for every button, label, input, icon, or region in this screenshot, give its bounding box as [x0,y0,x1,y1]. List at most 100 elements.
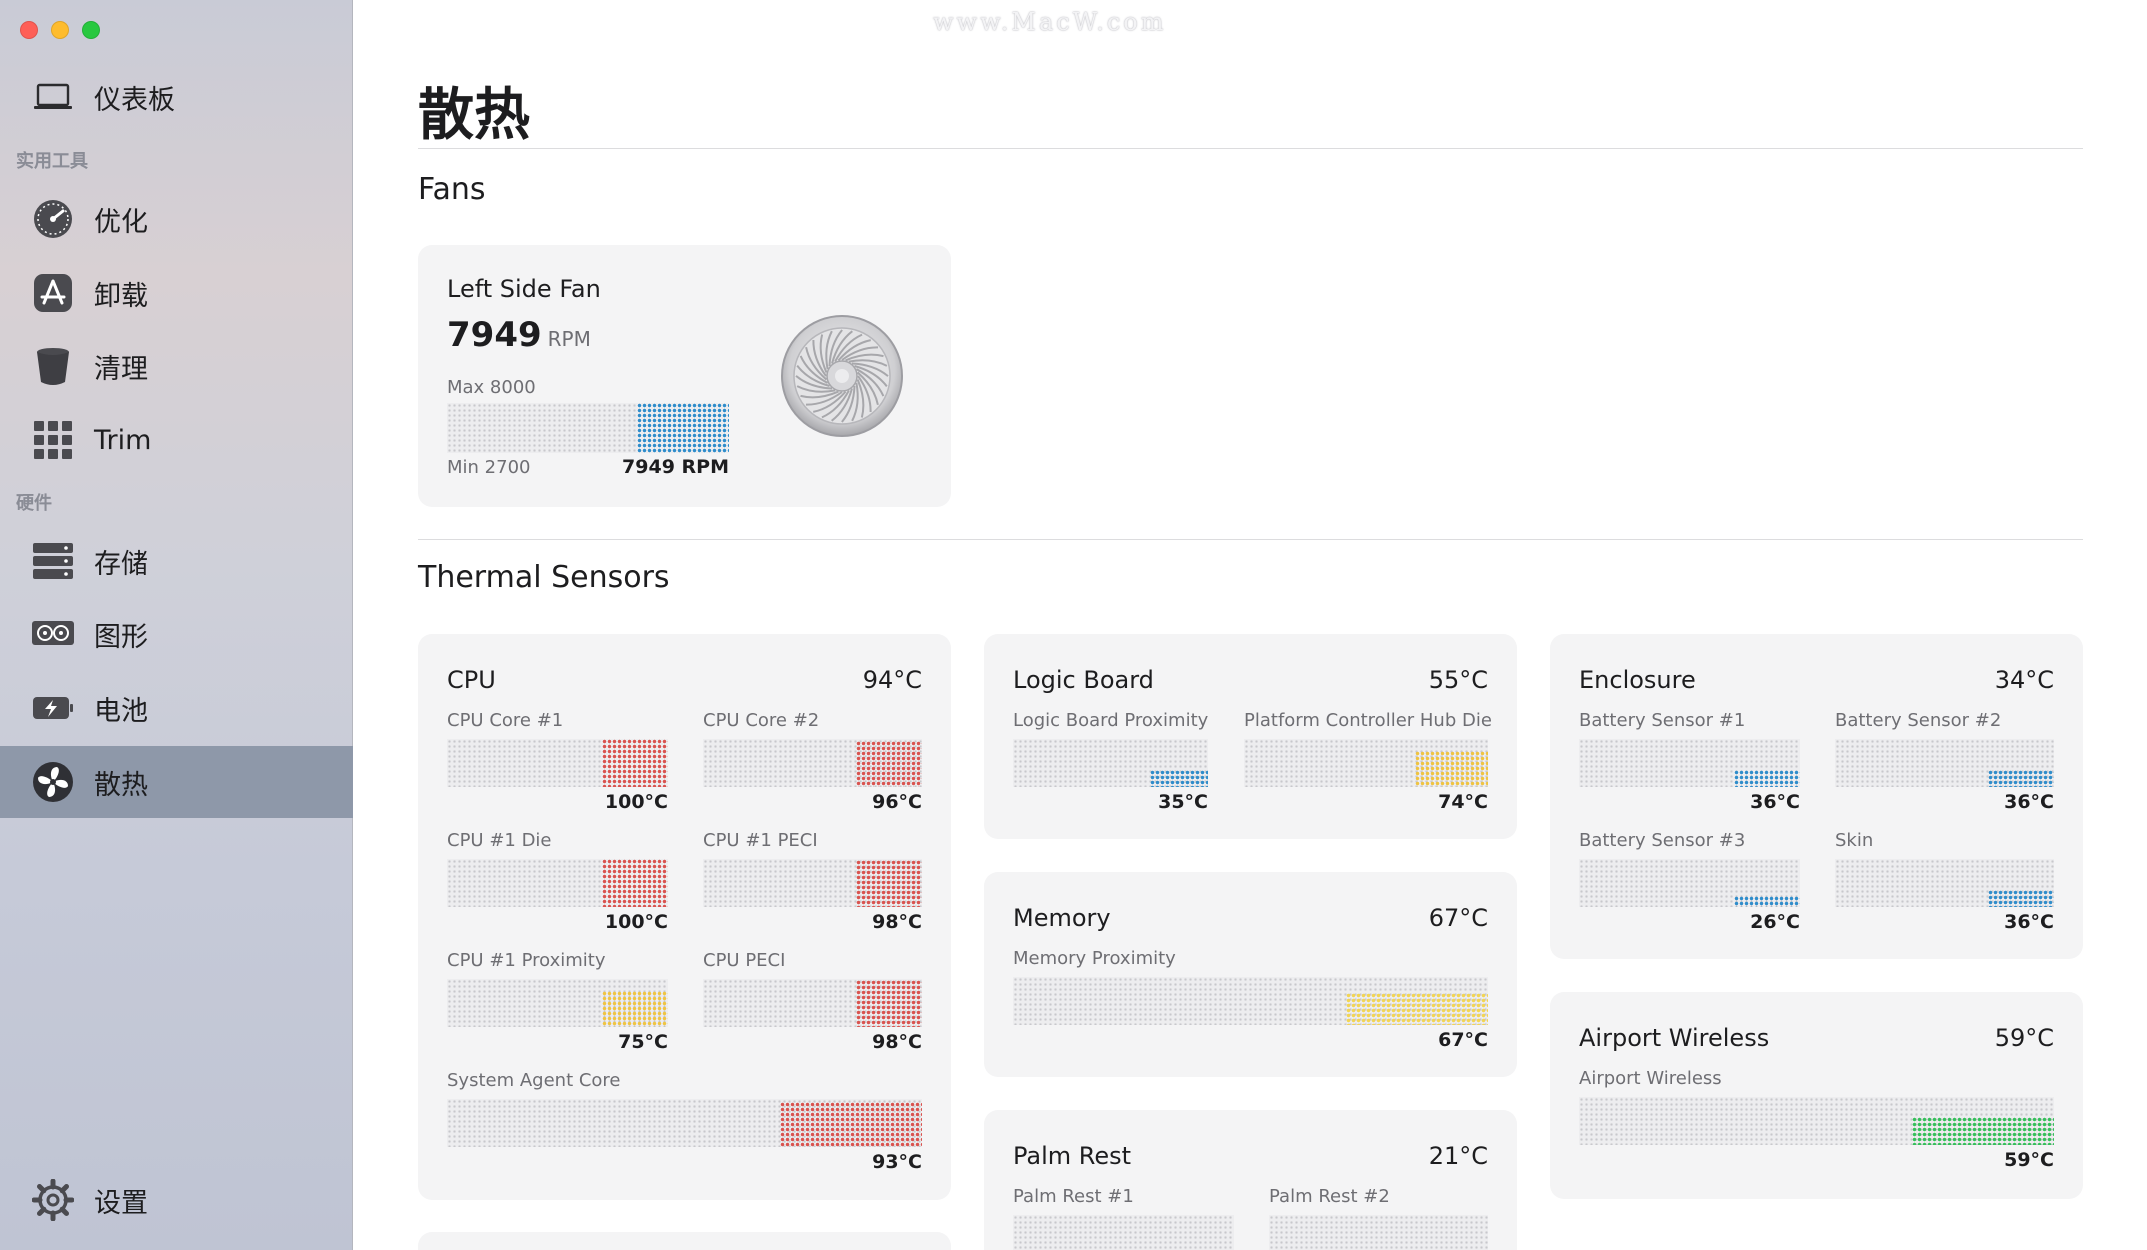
sidebar-item-label: 散热 [94,769,148,801]
sidebar-item-label: 仪表板 [94,84,175,116]
card-title: Enclosure [1579,666,1696,694]
sensor-name: Skin [1835,830,1874,851]
sensor-value: 36°C [2004,911,2054,933]
fan-name: Left Side Fan [447,275,601,303]
sensor-level-bar [1013,739,1208,787]
sensor-level-fill [1733,769,1800,787]
sensor-level-bar [1579,1097,2054,1145]
fan-icon [32,761,74,803]
sidebar-item-optimize[interactable]: 优化 [0,183,353,255]
watermark: www.MacW.com [933,8,1167,36]
card-title: CPU [447,666,496,694]
sidebar-item-cooling[interactable]: 散热 [0,746,353,818]
sensor-cpu-1-die: CPU #1 Die 100°C [447,830,668,933]
sensor-platform-controller-hub-die: Platform Controller Hub Die 74°C [1244,710,1492,813]
fan-current-label: 7949 RPM [622,456,729,478]
maximize-window-button[interactable] [82,21,100,39]
sensor-value: 67°C [1438,1029,1488,1051]
sidebar-item-settings[interactable]: 设置 [0,1164,353,1236]
sensor-system-agent-core: System Agent Core 93°C [447,1070,922,1173]
sensor-cpu-peci: CPU PECI 98°C [703,950,922,1053]
graphics-card-icon [32,613,74,655]
sensor-skin: Skin 36°C [1835,830,2054,933]
sensor-name: System Agent Core [447,1070,621,1091]
sensor-level-bar [1579,859,1800,907]
sensor-level-fill [1345,992,1488,1025]
fan-rpm-readout: 7949 RPM [447,315,591,355]
sensor-name: CPU PECI [703,950,786,971]
card-temperature: 94°C [862,666,922,694]
sensor-level-bar [1013,977,1488,1025]
fan-speed-fill [636,403,729,453]
sensor-level-fill [601,859,668,907]
sidebar-item-dashboard[interactable]: 仪表板 [0,61,353,133]
sensor-level-fill [856,740,922,787]
sidebar-item-graphics[interactable]: 图形 [0,598,353,670]
sidebar-item-clean[interactable]: 清理 [0,330,353,402]
sensor-level-bar [1579,739,1800,787]
sensor-cpu-1-proximity: CPU #1 Proximity 75°C [447,950,668,1053]
fans-section-title: Fans [418,172,486,207]
sensor-value: 35°C [1158,791,1208,813]
sensor-value: 36°C [2004,791,2054,813]
card-temperature: 59°C [1994,1024,2054,1052]
sensor-name: Battery Sensor #1 [1579,710,1746,731]
sensor-name: Palm Rest #1 [1013,1186,1134,1207]
logic-board-sensor-card: Logic Board 55°C Logic Board Proximity 35… [984,634,1517,839]
fan-speed-bar [447,403,729,453]
battery-icon [32,687,74,729]
sensor-name: Battery Sensor #3 [1579,830,1746,851]
sidebar-item-label: 优化 [94,206,148,238]
sensor-level-bar [447,859,668,907]
sidebar-section-hardware: 硬件 [16,493,52,514]
sidebar-item-uninstall[interactable]: 卸载 [0,257,353,329]
card-temperature: 21°C [1428,1142,1488,1170]
sensor-cpu-core-2: CPU Core #2 96°C [703,710,922,813]
sensor-value: 96°C [872,791,922,813]
sensor-memory-proximity: Memory Proximity 67°C [1013,948,1488,1051]
sensor-level-fill [1733,896,1800,907]
sensor-name: Airport Wireless [1579,1068,1722,1089]
sidebar-item-label: 清理 [94,353,148,385]
sensor-level-bar [1835,859,2054,907]
sidebar-item-trim[interactable]: Trim [0,404,353,476]
trash-bin-icon [32,345,74,387]
window-controls [20,21,100,39]
card-temperature: 55°C [1428,666,1488,694]
sensor-level-fill [856,859,922,907]
fan-max-label: Max 8000 [447,377,536,398]
close-window-button[interactable] [20,21,38,39]
sensor-level-bar [703,859,922,907]
sensor-level-fill [601,739,668,787]
sensor-level-fill [856,979,922,1027]
sidebar-item-label: 电池 [94,695,148,727]
sensor-value: 36°C [1750,791,1800,813]
sidebar: 仪表板 实用工具 优化 卸载 清理 Trim 硬件 存储 [0,0,353,1250]
sensor-name: Logic Board Proximity [1013,710,1209,731]
sensor-palm-rest-1: Palm Rest #1 [1013,1186,1234,1250]
sidebar-item-storage[interactable]: 存储 [0,525,353,597]
page-title: 散热 [418,83,530,148]
memory-sensor-card: Memory 67°C Memory Proximity 67°C [984,872,1517,1077]
sensor-airport-wireless: Airport Wireless 59°C [1579,1068,2054,1171]
sidebar-item-battery[interactable]: 电池 [0,672,353,744]
sensor-value: 98°C [872,1031,922,1053]
sidebar-item-label: 图形 [94,621,148,653]
sidebar-section-utilities: 实用工具 [16,151,88,172]
minimize-window-button[interactable] [51,21,69,39]
sensor-level-fill [1414,751,1488,787]
sensor-cpu-1-peci: CPU #1 PECI 98°C [703,830,922,933]
sensor-name: CPU #1 Proximity [447,950,606,971]
sensor-name: Palm Rest #2 [1269,1186,1390,1207]
sensor-level-fill [1911,1116,2054,1145]
sensor-level-fill [779,1102,922,1147]
sensor-value: 93°C [872,1151,922,1173]
sensor-level-bar [447,1099,922,1147]
sensor-name: CPU #1 Die [447,830,552,851]
card-temperature: 34°C [1994,666,2054,694]
fan-rpm-unit: RPM [547,327,591,351]
card-title: Memory [1013,904,1111,932]
sensor-level-bar [1835,739,2054,787]
sensor-value: 100°C [604,911,668,933]
card-temperature: 67°C [1428,904,1488,932]
